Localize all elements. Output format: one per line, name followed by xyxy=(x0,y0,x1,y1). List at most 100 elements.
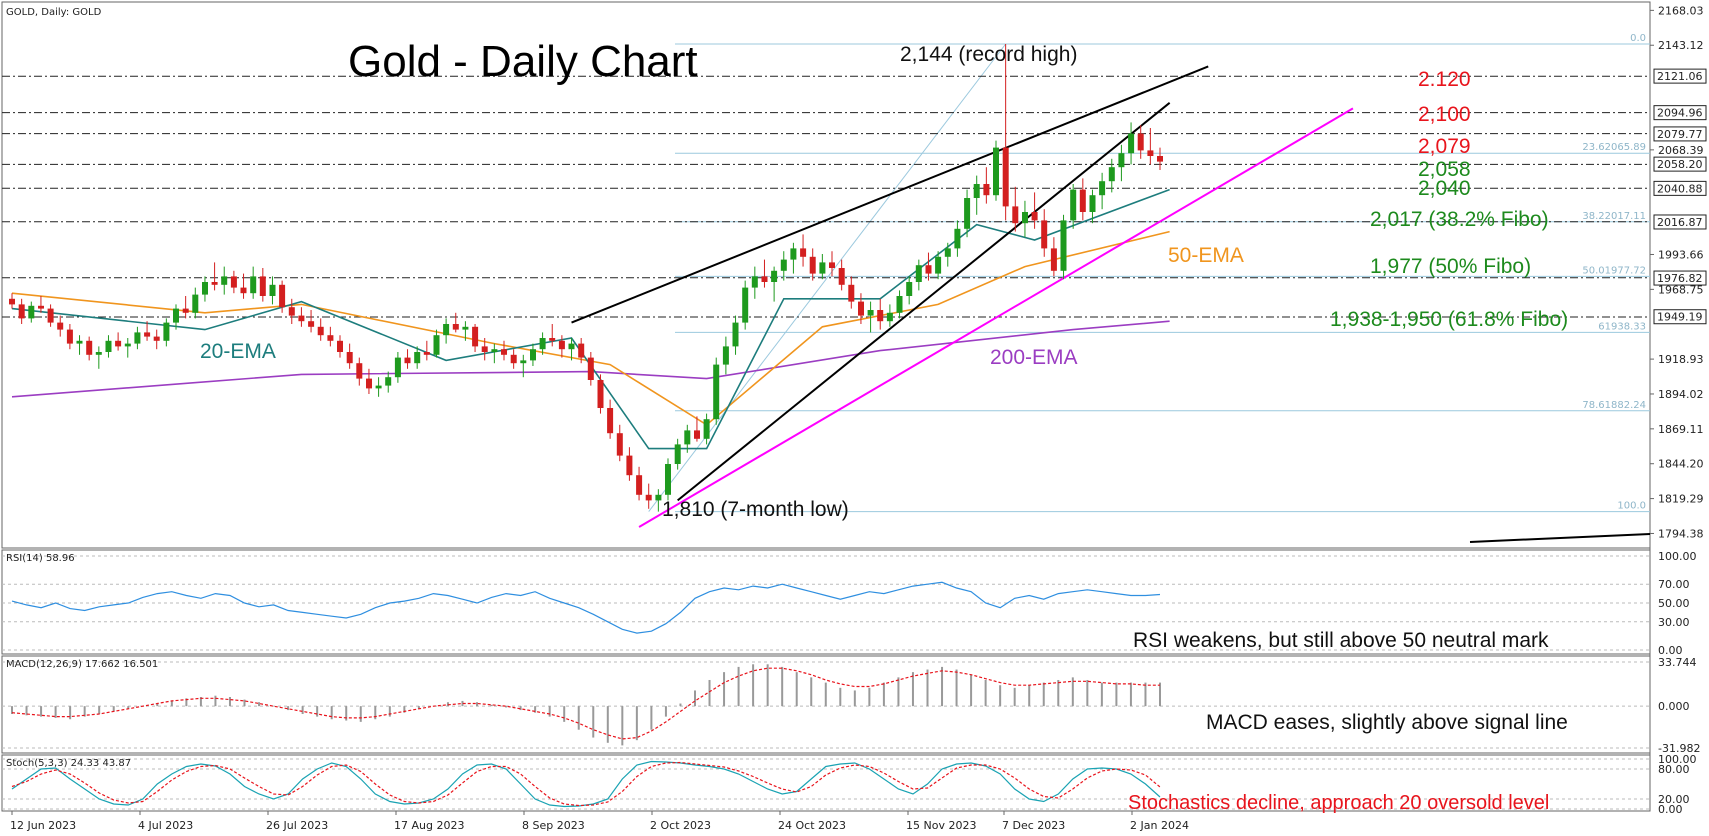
candle-body-118 xyxy=(1147,150,1154,156)
candle-body-36 xyxy=(356,363,363,379)
candle-body-58 xyxy=(568,343,575,350)
candle-body-32 xyxy=(317,326,324,336)
price-highlight-7: 1949.19 xyxy=(1657,311,1703,324)
ema50-label: 50-EMA xyxy=(1168,244,1244,267)
candle-body-14 xyxy=(144,332,151,337)
candle-body-72 xyxy=(703,419,710,439)
candle-body-113 xyxy=(1099,181,1106,196)
rsi-line xyxy=(11,581,1161,634)
candle-body-24 xyxy=(240,287,247,294)
candle-body-70 xyxy=(684,430,691,445)
price-highlight-box-6 xyxy=(1653,270,1707,286)
candle-body-93 xyxy=(906,282,913,296)
candle-body-0 xyxy=(9,298,15,305)
candle-body-40 xyxy=(394,357,401,378)
price-tick-5: 1918.93 xyxy=(1658,353,1704,366)
candle-body-3 xyxy=(38,305,44,309)
candle-body-56 xyxy=(549,338,556,341)
macd-tick-0: 33.744 xyxy=(1658,656,1697,669)
fib-label-2: 38.22017.11 xyxy=(1582,211,1646,222)
candle-body-63 xyxy=(616,433,623,456)
candle-body-73 xyxy=(713,364,720,420)
candle-body-1 xyxy=(18,304,25,319)
rsi-tick-1: 70.00 xyxy=(1658,578,1690,591)
candle-body-119 xyxy=(1157,156,1163,162)
price-highlight-2: 2079.77 xyxy=(1657,128,1703,141)
candle-body-95 xyxy=(925,265,932,274)
ema50-line xyxy=(11,230,1170,426)
candle-body-89 xyxy=(867,310,874,316)
symbol-label: GOLD, Daily: GOLD xyxy=(6,7,102,18)
trendline-1 xyxy=(677,102,1171,502)
candle-body-31 xyxy=(308,321,315,327)
price-tick-8: 1844.20 xyxy=(1658,458,1704,471)
date-label-8: 7 Dec 2023 xyxy=(1002,819,1065,832)
candle-body-101 xyxy=(983,184,990,196)
candle-body-26 xyxy=(259,276,266,296)
rsi-tick-2: 50.00 xyxy=(1658,597,1690,610)
candle-body-92 xyxy=(896,296,903,313)
rsi-tick-3: 30.00 xyxy=(1658,616,1690,629)
candle-body-20 xyxy=(202,282,208,295)
fib-label-4: 61938.33 xyxy=(1598,321,1646,332)
candle-body-11 xyxy=(115,340,122,347)
candle-body-19 xyxy=(192,294,199,313)
candle-body-109 xyxy=(1060,220,1067,271)
rsi-tick-0: 100.00 xyxy=(1658,550,1697,563)
price-highlight-box-5 xyxy=(1653,214,1707,230)
candle-body-43 xyxy=(423,352,430,355)
candle-body-12 xyxy=(124,343,131,347)
macd-label: MACD(12,26,9) 17.662 16.501 xyxy=(6,659,158,670)
candle-body-47 xyxy=(462,326,469,330)
price-tick-1: 2143.12 xyxy=(1658,39,1704,52)
candle-body-68 xyxy=(665,464,671,495)
stoch-tick-2: 20.00 xyxy=(1658,793,1690,806)
candle-body-67 xyxy=(655,494,662,501)
fib-label-0: 0.0 xyxy=(1630,33,1646,44)
date-label-6: 24 Oct 2023 xyxy=(778,819,846,832)
candle-body-85 xyxy=(829,262,835,268)
chart-title: Gold - Daily Chart xyxy=(348,37,698,86)
candle-body-110 xyxy=(1070,189,1077,221)
candle-body-105 xyxy=(1022,212,1028,224)
candle-body-57 xyxy=(558,340,565,350)
candle-body-102 xyxy=(993,147,999,196)
stoch-tick-3: 0.00 xyxy=(1658,803,1683,816)
record-high-annotation: 2,144 (record high) xyxy=(900,43,1077,66)
level-label-6: 1,977 (50% Fibo) xyxy=(1370,255,1531,278)
candle-body-103 xyxy=(1002,147,1009,207)
candle-body-88 xyxy=(858,301,864,316)
candle-body-23 xyxy=(230,276,237,288)
candle-body-116 xyxy=(1128,133,1135,154)
price-highlight-5: 2016.87 xyxy=(1657,216,1703,229)
candle-body-100 xyxy=(973,184,980,198)
candle-body-17 xyxy=(173,308,179,323)
price-highlight-box-0 xyxy=(1653,68,1707,84)
candle-body-13 xyxy=(134,332,141,344)
candle-body-71 xyxy=(694,430,700,439)
trendline-0 xyxy=(571,65,1209,324)
candle-body-49 xyxy=(481,346,488,352)
candle-body-77 xyxy=(751,276,758,288)
candle-body-64 xyxy=(626,455,633,476)
price-highlight-4: 2040.88 xyxy=(1657,182,1703,195)
price-highlight-box-3 xyxy=(1653,156,1707,172)
candle-body-50 xyxy=(491,349,498,352)
candle-body-53 xyxy=(520,360,527,364)
rsi-label: RSI(14) 58.96 xyxy=(6,553,75,564)
candle-body-87 xyxy=(848,284,855,302)
candle-body-18 xyxy=(182,308,189,313)
candle-body-99 xyxy=(964,198,971,229)
stoch-label: Stoch(5,3,3) 24.33 43.87 xyxy=(6,758,131,769)
candle-body-115 xyxy=(1118,153,1125,168)
candle-body-16 xyxy=(163,322,170,341)
candle-body-48 xyxy=(472,326,479,347)
price-tick-9: 1819.29 xyxy=(1658,493,1704,506)
candle-body-54 xyxy=(530,349,536,361)
ema20-line xyxy=(11,188,1170,450)
candle-body-52 xyxy=(510,354,517,364)
candle-body-42 xyxy=(414,352,421,364)
ema200-line xyxy=(11,320,1170,398)
candle-body-29 xyxy=(288,307,295,316)
